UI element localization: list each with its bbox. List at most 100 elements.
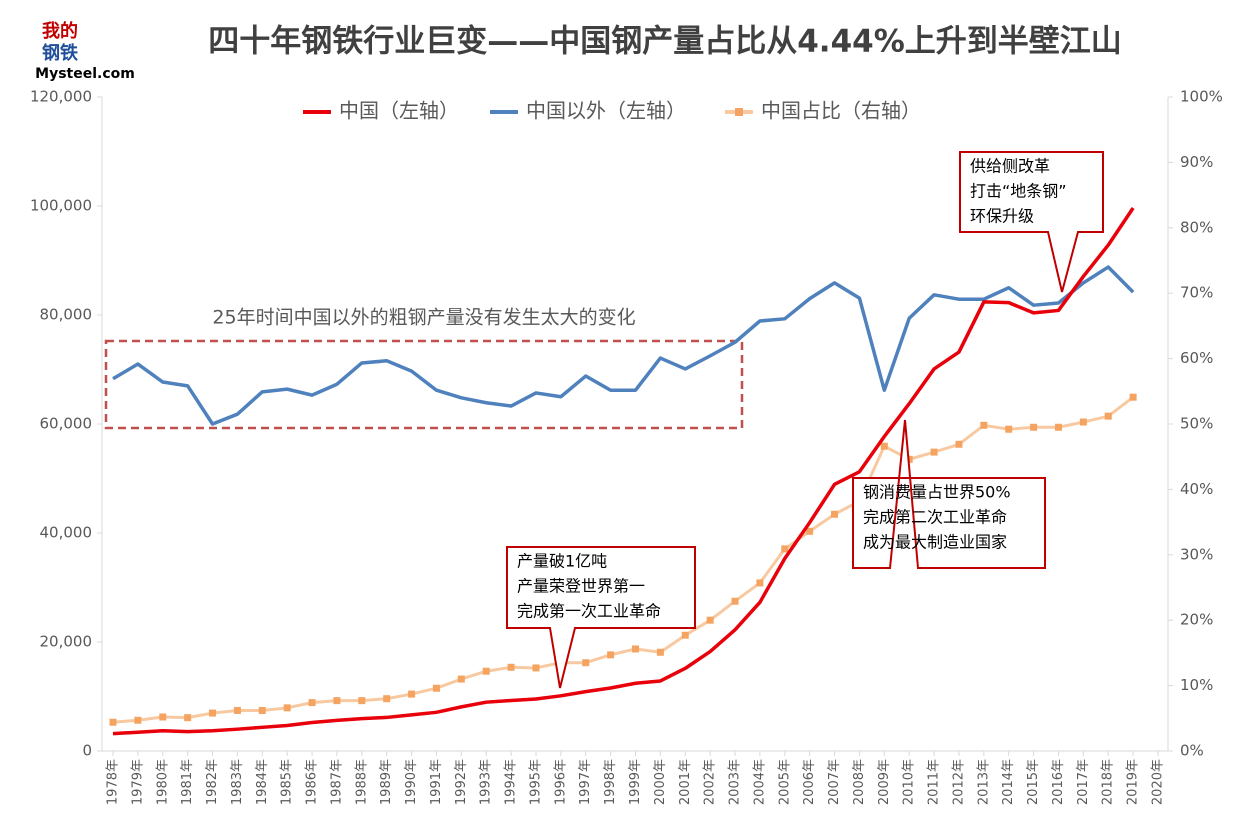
x-tick-label: 1999年 <box>628 759 643 805</box>
series-marker <box>1129 393 1137 401</box>
series-marker <box>681 631 689 639</box>
x-tick-label: 2020年 <box>1151 759 1166 805</box>
series-line <box>112 207 1135 736</box>
y2-tick-label: 10% <box>1180 676 1213 694</box>
logo-text: 钢铁 <box>42 42 78 64</box>
x-tick-label: 1987年 <box>329 759 344 805</box>
callout <box>852 419 1046 569</box>
annotation: 25年时间中国以外的粗钢产量没有发生太大的变化 <box>212 307 635 329</box>
legend-label: 中国占比（右轴） <box>761 99 921 123</box>
x-tick-label: 2011年 <box>927 759 942 805</box>
y2-tick-label: 0% <box>1180 742 1204 760</box>
x-tick-label: 1990年 <box>404 759 419 805</box>
series-marker <box>980 421 988 429</box>
series-marker <box>955 440 963 448</box>
logo-bg <box>36 20 84 70</box>
series-marker <box>432 684 440 692</box>
series-marker <box>358 697 366 705</box>
y2-tick-label: 80% <box>1180 218 1213 236</box>
series-marker <box>408 690 416 698</box>
annotation: 打击“地条钢” <box>970 182 1067 201</box>
x-tick-label: 2009年 <box>877 759 892 805</box>
y-tick-label: 80,000 <box>40 306 93 324</box>
series-marker <box>482 667 490 675</box>
x-tick-label: 1994年 <box>504 759 519 805</box>
series-marker <box>756 579 764 587</box>
x-tick-label: 2015年 <box>1026 759 1041 805</box>
y2-tick-label: 50% <box>1180 415 1213 433</box>
y2-tick-label: 20% <box>1180 611 1213 629</box>
series-marker <box>806 527 814 535</box>
series-marker <box>880 442 888 450</box>
x-tick-label: 2019年 <box>1126 759 1141 805</box>
x-tick-label: 1982年 <box>205 759 220 805</box>
annotation: 钢消费量占世界50% <box>863 483 1011 502</box>
y2-tick-label: 60% <box>1180 349 1213 367</box>
annotation: 完成第二次工业革命 <box>863 508 1007 527</box>
series-marker <box>1030 423 1038 431</box>
series-marker <box>134 716 142 724</box>
y-tick-label: 60,000 <box>40 415 93 433</box>
x-tick-label: 1978年 <box>106 759 121 805</box>
series-marker <box>184 714 192 722</box>
x-tick-label: 1981年 <box>180 759 195 805</box>
series-marker <box>233 706 241 714</box>
annotation: 供给侧改革 <box>970 157 1050 176</box>
series-marker <box>283 704 291 712</box>
series-marker <box>1054 423 1062 431</box>
annotation: 成为最大制造业国家 <box>863 533 1007 552</box>
x-tick-label: 2017年 <box>1076 759 1091 805</box>
series-marker <box>607 651 615 659</box>
callout <box>506 546 696 689</box>
series-marker <box>1005 425 1013 433</box>
x-tick-label: 2018年 <box>1101 759 1116 805</box>
series-marker <box>159 713 167 721</box>
annotation: 产量荣登世界第一 <box>517 577 645 596</box>
x-tick-label: 1998年 <box>603 759 618 805</box>
x-tick-label: 2003年 <box>728 759 743 805</box>
series-marker <box>457 675 465 683</box>
x-tick-label: 1997年 <box>578 759 593 805</box>
legend-label: 中国（左轴） <box>339 99 459 123</box>
callout <box>959 151 1104 293</box>
x-tick-label: 2002年 <box>703 759 718 805</box>
x-tick-label: 2004年 <box>752 759 767 805</box>
y-tick-label: 120,000 <box>30 88 92 106</box>
y2-tick-label: 30% <box>1180 545 1213 563</box>
series-line <box>112 395 1135 724</box>
x-tick-label: 2006年 <box>802 759 817 805</box>
series-marker <box>383 695 391 703</box>
x-tick-label: 1980年 <box>155 759 170 805</box>
x-tick-label: 2013年 <box>976 759 991 805</box>
series-marker <box>109 718 117 726</box>
annotation: 产量破1亿吨 <box>517 552 607 571</box>
x-tick-label: 1988年 <box>354 759 369 805</box>
x-tick-label: 2010年 <box>902 759 917 805</box>
x-tick-label: 1991年 <box>429 759 444 805</box>
x-tick-label: 2000年 <box>653 759 668 805</box>
x-tick-label: 1989年 <box>379 759 394 805</box>
series-marker <box>209 709 217 717</box>
series-marker <box>781 545 789 553</box>
x-tick-label: 2014年 <box>1001 759 1016 805</box>
series-marker <box>1104 412 1112 420</box>
x-tick-label: 1984年 <box>255 759 270 805</box>
annotation: 完成第一次工业革命 <box>517 602 661 621</box>
series-marker <box>308 699 316 707</box>
series-marker <box>582 659 590 667</box>
series-marker <box>507 663 515 671</box>
x-tick-label: 2007年 <box>827 759 842 805</box>
annotation: 环保升级 <box>970 207 1034 226</box>
y2-tick-label: 100% <box>1180 88 1223 106</box>
x-tick-label: 1979年 <box>130 759 145 805</box>
x-tick-label: 1996年 <box>553 759 568 805</box>
dashed-box <box>104 339 744 430</box>
series-marker <box>706 616 714 624</box>
legend-label: 中国以外（左轴） <box>526 99 686 123</box>
y-tick-label: 40,000 <box>40 524 93 542</box>
y2-tick-label: 70% <box>1180 284 1213 302</box>
series-marker <box>1079 418 1087 426</box>
series-marker <box>532 664 540 672</box>
series-marker <box>632 645 639 653</box>
